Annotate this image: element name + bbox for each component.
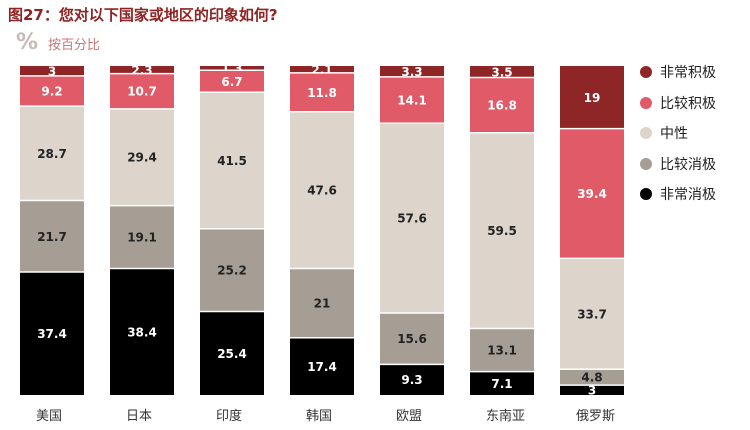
category-label: 东南亚 [486, 408, 525, 424]
bar-segment [110, 73, 174, 109]
bar-segment [20, 200, 84, 272]
data-label: 29.4 [127, 151, 157, 165]
data-label: 4.8 [581, 371, 602, 385]
bar-segment [200, 311, 264, 395]
data-label: 3 [48, 64, 56, 78]
bar-segment [290, 268, 354, 338]
category-label: 韩国 [306, 409, 332, 424]
data-label: 19.1 [127, 231, 157, 245]
percent-icon: % [16, 30, 39, 55]
category-label: 欧盟 [396, 409, 422, 424]
bar-segment [290, 337, 354, 395]
bar-segment [380, 312, 444, 365]
data-label: 33.7 [577, 307, 607, 321]
subtitle-label: 按百分比 [48, 37, 101, 53]
legend-swatch [640, 66, 652, 79]
legend-item: 比较消极 [640, 149, 716, 180]
bar-segment [380, 66, 444, 77]
data-label: 10.7 [127, 85, 157, 99]
category-label: 俄罗斯 [576, 409, 615, 424]
bar-segment [290, 72, 354, 112]
bar-segment [110, 108, 174, 206]
chart-legend: 非常积极比较积极中性比较消极非常消极 [640, 57, 716, 210]
bar-segment [560, 369, 624, 386]
data-label: 15.6 [397, 332, 427, 346]
chart-title: 图27：您对以下国家或地区的印象如何? [8, 6, 278, 24]
bar-segment [560, 128, 624, 259]
bar-segment [110, 268, 174, 395]
bar-segment [200, 66, 264, 71]
legend-item: 非常消极 [640, 179, 716, 210]
bar-segment [560, 385, 624, 395]
data-label: 17.4 [307, 360, 337, 374]
bar-segment [20, 66, 84, 76]
bar-segment [290, 111, 354, 269]
data-label: 28.7 [37, 147, 67, 161]
data-label: 11.8 [307, 86, 337, 100]
data-label: 16.8 [487, 99, 517, 113]
data-label: 41.5 [217, 154, 247, 168]
legend-label: 非常消极 [660, 187, 716, 204]
data-label: 39.4 [577, 187, 607, 201]
bar-segment [20, 75, 84, 107]
data-label: 14.1 [397, 94, 427, 108]
bar-segment [470, 77, 534, 133]
data-label: 21.7 [37, 230, 67, 244]
data-label: 9.3 [401, 373, 422, 387]
data-label: 25.2 [217, 264, 247, 278]
data-label: 3.5 [491, 65, 512, 79]
legend-label: 非常积极 [660, 65, 716, 82]
legend-swatch [640, 127, 652, 140]
legend-label: 比较消极 [660, 156, 716, 173]
data-label: 9.2 [41, 85, 62, 99]
data-label: 38.4 [127, 325, 157, 339]
legend-swatch [640, 157, 652, 170]
bar-segment [380, 76, 444, 124]
legend-label: 中性 [660, 126, 688, 143]
bar-segment [560, 258, 624, 370]
data-label: 47.6 [307, 184, 337, 198]
data-label: 25.4 [217, 347, 247, 361]
legend-swatch [640, 188, 652, 201]
bar-segment [20, 271, 84, 395]
bar-segment [200, 70, 264, 93]
category-label: 日本 [126, 409, 152, 424]
bar-segment [470, 328, 534, 372]
data-label: 21 [314, 297, 331, 311]
legend-item: 非常积极 [640, 57, 716, 88]
bar-segment [200, 228, 264, 312]
bar-segment [110, 66, 174, 74]
legend-label: 比较积极 [660, 95, 716, 112]
data-label: 3 [588, 384, 596, 398]
bar-segment [380, 364, 444, 395]
data-label: 19 [584, 91, 601, 105]
legend-item: 中性 [640, 118, 716, 149]
data-label: 37.4 [37, 327, 67, 341]
bar-segment [380, 123, 444, 313]
category-label: 印度 [216, 408, 242, 424]
data-label: 7.1 [491, 377, 512, 391]
legend-item: 比较积极 [640, 88, 716, 119]
legend-swatch [640, 96, 652, 109]
bar-segment [470, 66, 534, 78]
bar-segment [200, 92, 264, 229]
bar-segment [110, 205, 174, 269]
data-label: 6.7 [221, 75, 242, 89]
bar-segment [20, 106, 84, 201]
bar-segment [470, 371, 534, 395]
category-label: 美国 [36, 409, 62, 424]
data-label: 57.6 [397, 212, 427, 226]
bar-segment [290, 66, 354, 73]
data-label: 3.3 [401, 65, 422, 79]
data-label: 13.1 [487, 344, 517, 358]
bar-segment [470, 132, 534, 329]
chart-subtitle: % 按百分比 [16, 31, 100, 55]
bar-segment [560, 66, 624, 129]
data-label: 59.5 [487, 224, 517, 238]
